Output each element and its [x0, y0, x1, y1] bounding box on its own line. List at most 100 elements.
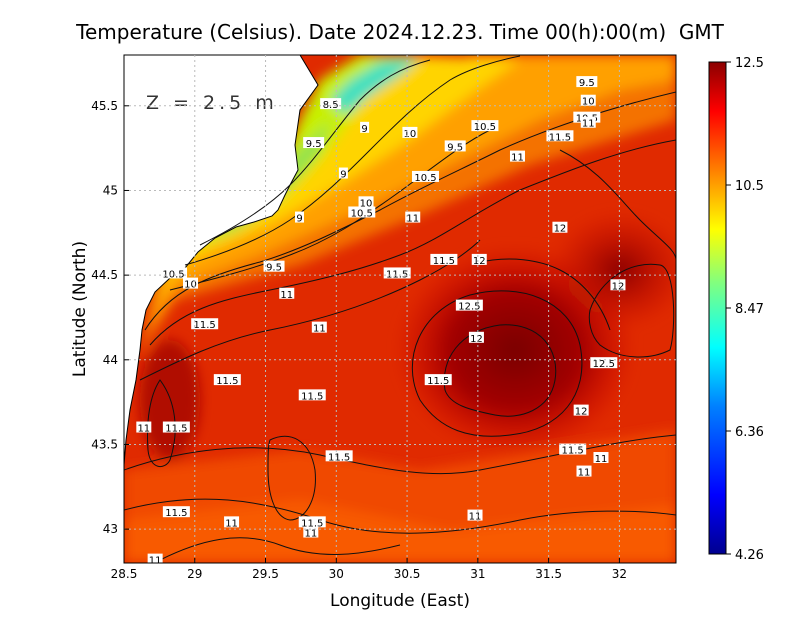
contour-label-text: 11.5	[165, 508, 187, 519]
contour-label: 12.5	[455, 299, 483, 313]
contour-label-bg	[471, 120, 499, 132]
contour-label: 11.5	[191, 318, 219, 331]
contour-label-text: 11.5	[427, 376, 449, 387]
contour-label-text: 12	[473, 256, 486, 267]
contour-label-text: 11	[469, 512, 482, 523]
contour-label-text: 11.5	[328, 452, 350, 463]
contour-label-text: 11	[304, 529, 317, 540]
contour-label: 12	[552, 221, 568, 235]
contour-label-bg	[405, 211, 421, 223]
contour-label: 12.5	[590, 357, 618, 370]
contour-label-bg	[303, 137, 325, 149]
contour-label: 11	[405, 211, 421, 225]
gridlines	[124, 55, 676, 563]
contour-label: 11.5	[383, 267, 411, 280]
contour-label: 9.5	[303, 137, 325, 150]
contour-label: 10	[402, 126, 418, 140]
contour-label: 11.5	[424, 374, 452, 387]
contour-label-text: 9	[296, 214, 302, 225]
contour-label-bg	[471, 253, 487, 265]
contour-label: 10.5	[348, 206, 376, 219]
contour-label: 10.5	[471, 120, 499, 133]
contour-label-text: 10.5	[474, 122, 496, 133]
colorbar-tick-label: 12.5	[735, 56, 764, 71]
contour-label: 11	[147, 553, 163, 563]
contour-label: 11.5	[430, 253, 458, 267]
contour-label-bg	[311, 321, 327, 333]
y-tick-label: 45	[103, 183, 118, 197]
contour-label: 11.5	[162, 506, 190, 519]
contour-label: 8.5	[320, 98, 342, 111]
contour-label-text: 11	[406, 214, 419, 225]
contour-label: 12	[468, 331, 484, 345]
contour-label: 11	[224, 516, 240, 529]
contour-label-text: 11.5	[549, 132, 571, 143]
contour-label-text: 12	[575, 407, 588, 418]
contour-label: 11.5	[325, 450, 353, 463]
contour-label-bg	[325, 450, 353, 462]
contour-label-bg	[162, 421, 190, 433]
contour-label-bg	[298, 389, 326, 401]
contour-label-text: 11.5	[301, 391, 323, 402]
contour-label-text: 10.5	[351, 208, 373, 219]
contour-label: 12	[573, 404, 589, 418]
contour-label: 9.5	[576, 76, 598, 89]
contour-label: 10.5	[160, 267, 188, 280]
contour-label: 11	[303, 526, 319, 540]
contour-label-text: 9	[361, 124, 367, 135]
contour-label-text: 12	[612, 281, 625, 292]
contour-label-bg	[468, 331, 484, 343]
contour-label-text: 11.5	[194, 320, 216, 331]
contour-label-bg	[348, 206, 376, 218]
contour-label-text: 10	[404, 129, 417, 140]
contour-label: 10	[580, 94, 596, 108]
contour-label-text: 11	[595, 454, 608, 465]
contour-label-bg	[593, 452, 609, 464]
contour-label-bg	[580, 116, 596, 128]
contour-label-bg	[559, 443, 587, 455]
contour-label-bg	[298, 516, 326, 528]
contour-label-text: 12.5	[458, 302, 480, 313]
contour-label-bg	[162, 506, 190, 518]
contour-label-bg	[191, 318, 219, 330]
contour-label-text: 10	[184, 280, 197, 291]
contour-label-bg	[573, 404, 589, 416]
contour-label-bg	[552, 221, 568, 233]
contour-label-bg	[224, 516, 240, 528]
x-tick-label: 29	[187, 567, 202, 581]
contour-label-bg	[295, 211, 305, 223]
contour-label-text: 9.5	[447, 142, 463, 153]
contour-label-bg	[590, 357, 618, 369]
contour-label-bg	[411, 170, 439, 182]
contour-label-bg	[147, 553, 163, 563]
contour-label: 9.5	[263, 260, 285, 274]
contour-label: 11	[136, 421, 152, 435]
contour-label-bg	[610, 279, 626, 291]
contour-label-bg	[402, 126, 418, 138]
contour-label-text: 10.5	[414, 173, 436, 184]
contour-label-text: 9.5	[266, 263, 282, 274]
colorbar-tick-label: 6.36	[735, 425, 764, 440]
contour-label: 11	[279, 287, 295, 301]
contour-label-text: 9	[340, 170, 346, 181]
contour-label: 11.5	[559, 443, 587, 457]
colorbar-tick-label: 10.5	[735, 179, 764, 194]
x-axis-ticks: 28.5 29 29.5 30 30.5 31 31.5 32	[111, 558, 627, 581]
contour-label-bg	[303, 526, 319, 538]
contour-label-bg	[263, 260, 285, 272]
x-tick-label: 28.5	[111, 567, 138, 581]
contour-label-bg	[136, 421, 152, 433]
colorbar-gradient	[708, 61, 727, 555]
colorbar-tick-label: 4.26	[735, 548, 764, 563]
contour-label-text: 9.5	[306, 139, 322, 150]
contour-label-bg	[546, 130, 574, 142]
contour-label-bg	[576, 76, 598, 88]
contour-label-text: 11.5	[562, 446, 584, 457]
y-axis-label: Latitude (North)	[70, 241, 90, 377]
x-tick-label: 31	[470, 567, 485, 581]
y-tick-label: 44	[103, 353, 118, 367]
contour-label: 12	[610, 279, 626, 292]
contour-label-bg	[183, 277, 199, 289]
